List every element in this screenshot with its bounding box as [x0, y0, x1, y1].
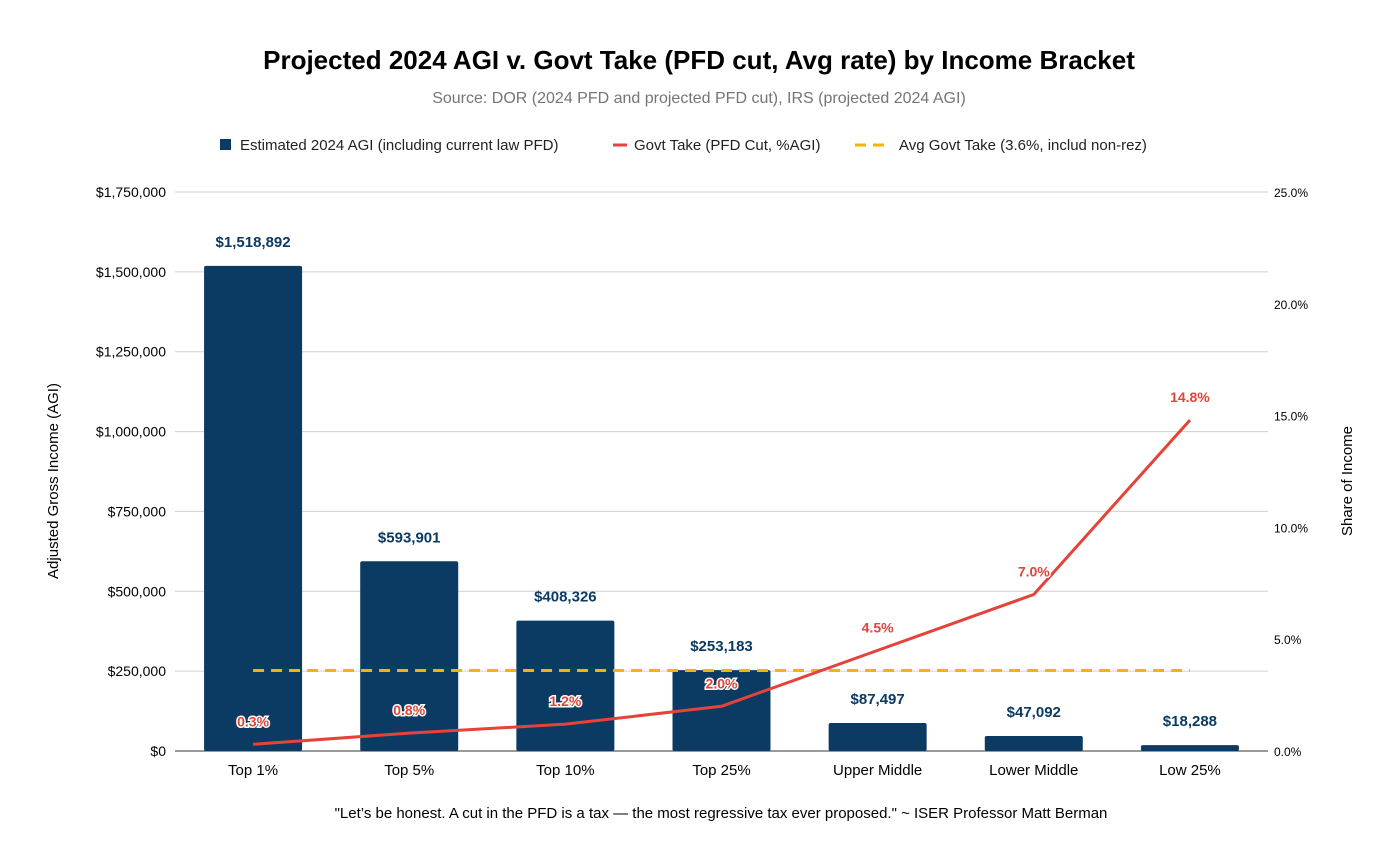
- right-tick-label: 10.0%: [1274, 521, 1308, 535]
- category-label: Top 25%: [692, 762, 750, 779]
- category-label: Top 5%: [384, 762, 434, 779]
- bar-value-label: $593,901: [378, 529, 441, 546]
- left-tick-label: $1,250,000: [96, 344, 166, 360]
- bar-value-label: $408,326: [534, 589, 597, 606]
- bars: [204, 265, 1239, 751]
- category-label: Low 25%: [1159, 762, 1221, 779]
- govt-take-value-label: 0.3%: [237, 713, 269, 729]
- govt-take-value-label: 4.5%: [862, 619, 894, 635]
- bar: [672, 670, 771, 751]
- bar: [1140, 745, 1239, 751]
- category-labels: Top 1% Top 5% Top 10% Top 25% Upper Middle Lo…: [228, 762, 1221, 779]
- bar-value-label: $87,497: [851, 691, 905, 708]
- category-label: Upper Middle: [833, 762, 922, 779]
- right-axis-ticks: 0.0% 5.0% 10.0% 15.0% 20.0% 25.0%: [1274, 186, 1308, 759]
- bar: [828, 723, 927, 751]
- bar: [984, 735, 1083, 751]
- govt-take-value-label: 7.0%: [1018, 563, 1050, 579]
- bar-value-label: $18,288: [1163, 713, 1217, 730]
- right-tick-label: 5.0%: [1274, 633, 1302, 647]
- bar: [516, 620, 615, 751]
- legend-label-agi: Estimated 2024 AGI (including current la…: [240, 137, 558, 154]
- left-tick-label: $1,500,000: [96, 264, 166, 280]
- right-axis-title: Share of Income: [1339, 426, 1356, 536]
- left-axis-title: Adjusted Gross Income (AGI): [45, 383, 62, 579]
- left-tick-label: $500,000: [108, 583, 167, 599]
- category-label: Top 1%: [228, 762, 278, 779]
- govt-take-line-group: [252, 419, 1192, 746]
- right-tick-label: 0.0%: [1274, 745, 1302, 759]
- chart-title: Projected 2024 AGI v. Govt Take (PFD cut…: [263, 45, 1135, 75]
- chart-subtitle: Source: DOR (2024 PFD and projected PFD …: [432, 90, 966, 107]
- govt-take-value-label: 14.8%: [1170, 389, 1210, 405]
- legend: Estimated 2024 AGI (including current la…: [220, 137, 1147, 154]
- right-tick-label: 25.0%: [1274, 186, 1308, 200]
- gridlines: [175, 191, 1268, 752]
- left-tick-label: $1,750,000: [96, 184, 166, 200]
- right-tick-label: 15.0%: [1274, 410, 1308, 424]
- govt-take-value-label: 0.8%: [393, 702, 425, 718]
- govt-take-labels: 0.3% 0.8% 1.2% 2.0% 4.5% 7.0% 14.8%: [236, 389, 1211, 731]
- left-axis-ticks: $0 $250,000 $500,000 $750,000 $1,000,000 $1,2…: [96, 184, 166, 759]
- bar-labels: $1,518,892 $593,901 $408,326 $253,183 $87,49…: [216, 234, 1218, 730]
- left-tick-label: $750,000: [108, 503, 167, 519]
- legend-label-govt-take: Govt Take (PFD Cut, %AGI): [634, 137, 820, 154]
- left-tick-label: $250,000: [108, 663, 167, 679]
- legend-swatch-agi: [220, 139, 231, 150]
- govt-take-value-label: 2.0%: [706, 675, 738, 691]
- right-tick-label: 20.0%: [1274, 298, 1308, 312]
- bar: [360, 561, 459, 751]
- footnote-quote: "Let’s be honest. A cut in the PFD is a …: [335, 805, 1108, 822]
- bar: [204, 265, 303, 751]
- category-label: Lower Middle: [989, 762, 1078, 779]
- left-tick-label: $1,000,000: [96, 424, 166, 440]
- bar-value-label: $1,518,892: [216, 234, 291, 251]
- bar-value-label: $47,092: [1007, 704, 1061, 721]
- category-label: Top 10%: [536, 762, 594, 779]
- bar-value-label: $253,183: [690, 638, 753, 655]
- left-tick-label: $0: [150, 743, 166, 759]
- legend-label-avg-govt-take: Avg Govt Take (3.6%, includ non-rez): [899, 137, 1147, 154]
- govt-take-line: [252, 419, 1192, 746]
- govt-take-value-label: 1.2%: [549, 693, 581, 709]
